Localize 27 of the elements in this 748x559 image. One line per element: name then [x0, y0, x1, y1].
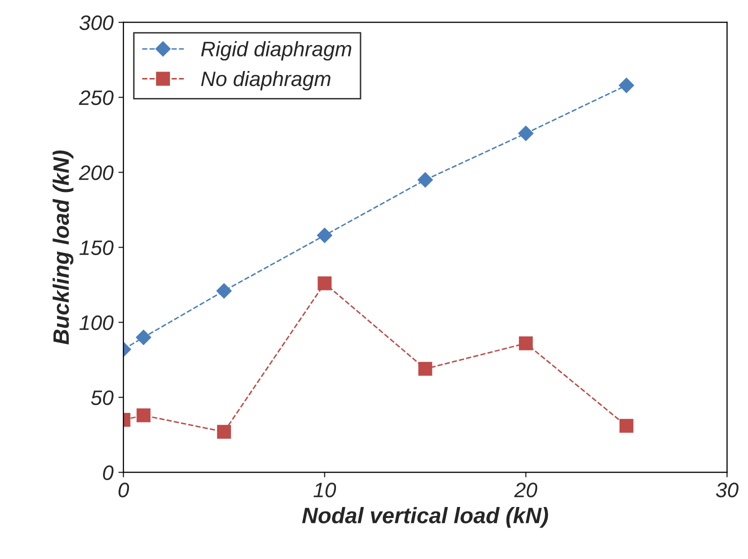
point [618, 78, 634, 93]
point [136, 408, 150, 422]
x-axis-title: Nodal vertical load (kN) [302, 507, 548, 528]
y-tick-label: 50 [90, 390, 114, 406]
point [136, 330, 152, 345]
y-tick-label: 250 [78, 90, 114, 106]
point [318, 276, 332, 290]
legend-label: No diaphragm [201, 70, 330, 90]
y-tick-label: 150 [79, 240, 114, 256]
x-tick-label: 20 [514, 482, 538, 498]
point [518, 336, 533, 350]
point [518, 126, 534, 141]
point [620, 418, 634, 433]
point [418, 172, 433, 188]
x-tick-label: 30 [716, 482, 738, 498]
y-tick-label: 0 [103, 465, 114, 480]
point [418, 362, 432, 376]
point [317, 228, 332, 243]
point [216, 283, 232, 298]
x-tick-label: 0 [118, 482, 130, 498]
y-tick-label: 200 [78, 165, 114, 180]
y-tick-label: 300 [79, 15, 114, 30]
point [217, 424, 231, 439]
x-tick-label: 10 [314, 482, 336, 498]
y-tick-label: 100 [79, 315, 114, 330]
legend-label: Rigid diaphragm [201, 41, 352, 61]
y-axis-title: Buckling load (kN) [52, 150, 74, 344]
